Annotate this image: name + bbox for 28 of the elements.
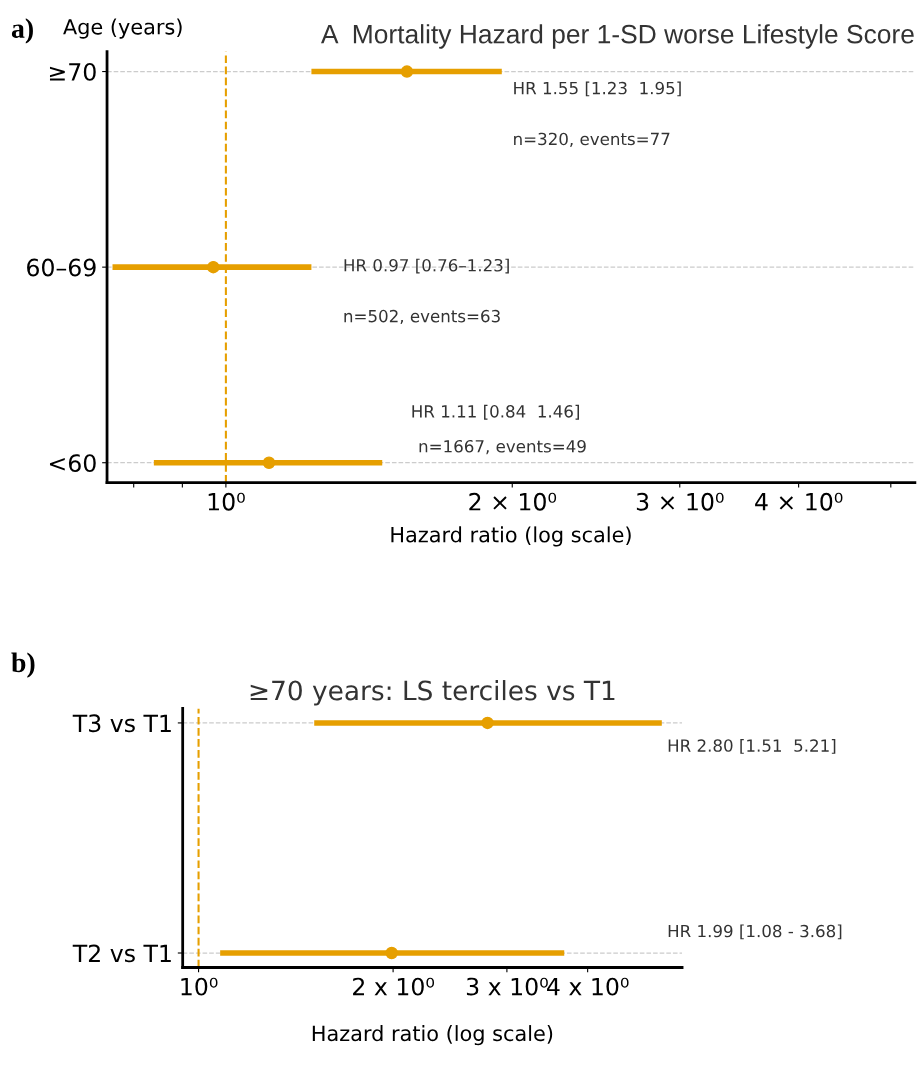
x-tick-label: 3 × 10⁰ xyxy=(636,492,724,511)
y-tick-label: 60–69 xyxy=(27,258,96,277)
y-tick-label: T2 vs T1 xyxy=(72,944,171,963)
x-tick-label: 3 x 10⁰ xyxy=(466,977,548,996)
y-tick-label: ≥70 xyxy=(49,63,96,81)
x-tick-label: 4 × 10⁰ xyxy=(755,492,843,511)
y-axis-title: Age (years) xyxy=(63,18,182,39)
x-tick-label: 10⁰ xyxy=(181,977,218,996)
x-tick-label: 2 x 10⁰ xyxy=(353,977,435,996)
y-tick-label: T3 vs T1 xyxy=(72,714,171,733)
annotation: HR 1.55 [1.23 1.95] xyxy=(514,81,681,97)
annotation: n=1667, events=49 xyxy=(419,439,586,455)
annotation: HR 1.99 [1.08 - 3.68] xyxy=(668,924,842,940)
chart-title: A Mortality Hazard per 1-SD worse Lifestyle Score xyxy=(320,24,914,49)
text: b) xyxy=(11,652,35,678)
y-tick-label: <60 xyxy=(49,454,96,473)
x-tick-label: 2 × 10⁰ xyxy=(469,492,557,511)
x-axis-title: Hazard ratio (log scale) xyxy=(391,526,631,547)
text: a) xyxy=(11,18,33,44)
annotation: HR 2.80 [1.51 5.21] xyxy=(668,738,836,754)
annotation: n=320, events=77 xyxy=(514,132,670,147)
annotation: n=502, events=63 xyxy=(344,309,500,325)
x-tick-label: 4 x 10⁰ xyxy=(547,977,629,996)
annotation: HR 0.97 [0.76–1.23] xyxy=(344,258,509,274)
x-axis-title: Hazard ratio (log scale) xyxy=(312,1025,553,1046)
x-tick-label: 10⁰ xyxy=(208,492,245,511)
text: ≥70 years: LS terciles vs T1 xyxy=(250,680,615,706)
annotation: HR 1.11 [0.84 1.46] xyxy=(412,404,579,420)
